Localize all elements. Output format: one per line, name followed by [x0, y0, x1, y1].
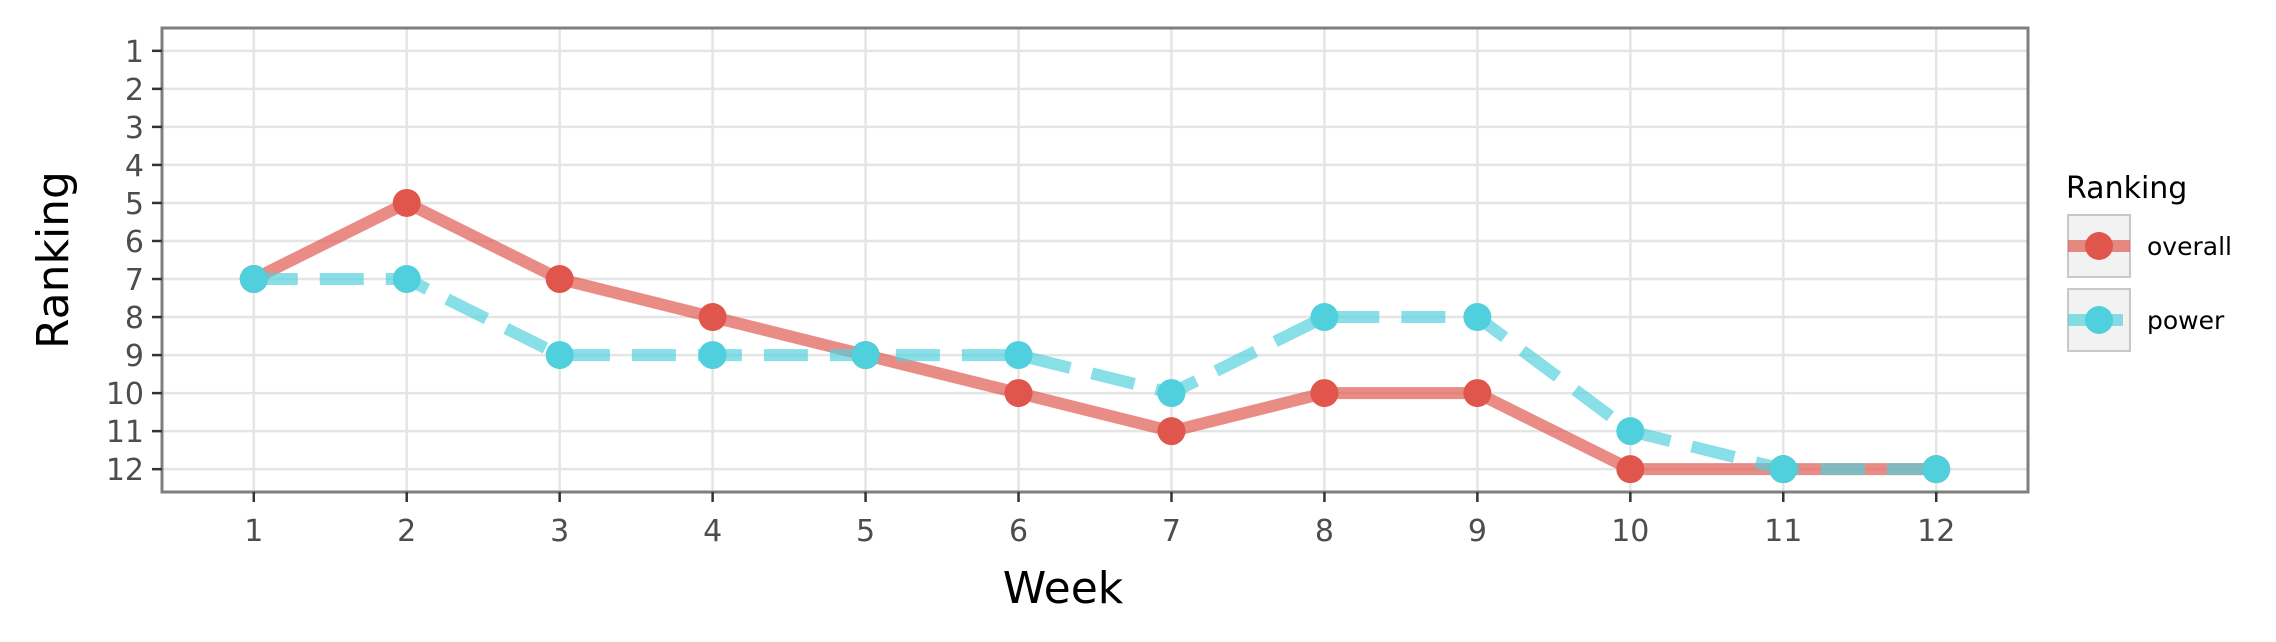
legend-key-point — [2085, 306, 2113, 334]
y-tick-label: 2 — [125, 73, 144, 108]
x-tick-label: 7 — [1162, 514, 1181, 549]
plot-border — [160, 26, 2030, 494]
data-point-power — [1310, 303, 1339, 332]
x-tick-label: 4 — [703, 514, 722, 549]
data-point-overall — [545, 265, 574, 294]
legend-item-overall: overall — [2067, 214, 2232, 278]
y-tick-label: 9 — [125, 339, 144, 374]
x-tick-label: 8 — [1315, 514, 1334, 549]
x-tick-label: 3 — [550, 514, 569, 549]
data-point-overall — [1310, 379, 1339, 408]
data-point-overall — [1004, 379, 1033, 408]
data-point-overall — [698, 303, 727, 332]
data-point-power — [1769, 455, 1798, 484]
x-tick-label: 6 — [1009, 514, 1028, 549]
data-point-power — [545, 341, 574, 370]
data-point-power — [698, 341, 727, 370]
legend-label: overall — [2147, 232, 2232, 261]
data-point-overall — [392, 188, 421, 217]
y-tick-label: 4 — [125, 149, 144, 184]
data-point-overall — [1157, 417, 1186, 446]
series-line-overall — [251, 196, 1937, 476]
legend: Ranking overall power — [2066, 171, 2232, 352]
legend-items: overall power — [2067, 214, 2232, 352]
x-tick-label: 5 — [856, 514, 875, 549]
y-axis-title: Ranking — [28, 171, 79, 349]
x-tick-label: 10 — [1611, 514, 1649, 549]
y-tick-label: 6 — [125, 225, 144, 260]
data-point-power — [1463, 303, 1492, 332]
data-point-power — [1922, 455, 1951, 484]
legend-item-power: power — [2067, 288, 2225, 352]
legend-label: power — [2147, 306, 2225, 335]
legend-title: Ranking — [2066, 171, 2187, 206]
y-tick-label: 8 — [125, 301, 144, 336]
x-tick-label: 9 — [1468, 514, 1487, 549]
data-point-overall — [1616, 455, 1645, 484]
legend-key-point — [2085, 232, 2113, 260]
series-layer — [239, 188, 1951, 484]
plot-panel — [162, 28, 2028, 492]
x-tick-label: 12 — [1917, 514, 1955, 549]
data-point-power — [1616, 417, 1645, 446]
x-tick-label: 11 — [1764, 514, 1802, 549]
x-tick-label: 1 — [244, 514, 263, 549]
y-tick-label: 7 — [125, 263, 144, 298]
data-point-power — [392, 265, 421, 294]
y-tick-label: 10 — [106, 377, 144, 412]
y-tick-label: 5 — [125, 187, 144, 222]
y-tick-label: 3 — [125, 111, 144, 146]
x-tick-label: 2 — [397, 514, 416, 549]
grid — [162, 28, 2028, 492]
data-point-power — [239, 265, 268, 294]
y-tick-label: 11 — [106, 415, 144, 450]
data-point-power — [1157, 379, 1186, 408]
data-point-overall — [1463, 379, 1492, 408]
data-point-power — [1004, 341, 1033, 370]
series-line-power — [253, 273, 1937, 476]
y-tick-label: 12 — [106, 453, 144, 488]
x-axis-title: Week — [1003, 563, 1124, 614]
y-tick-label: 1 — [125, 35, 144, 70]
data-point-power — [851, 341, 880, 370]
